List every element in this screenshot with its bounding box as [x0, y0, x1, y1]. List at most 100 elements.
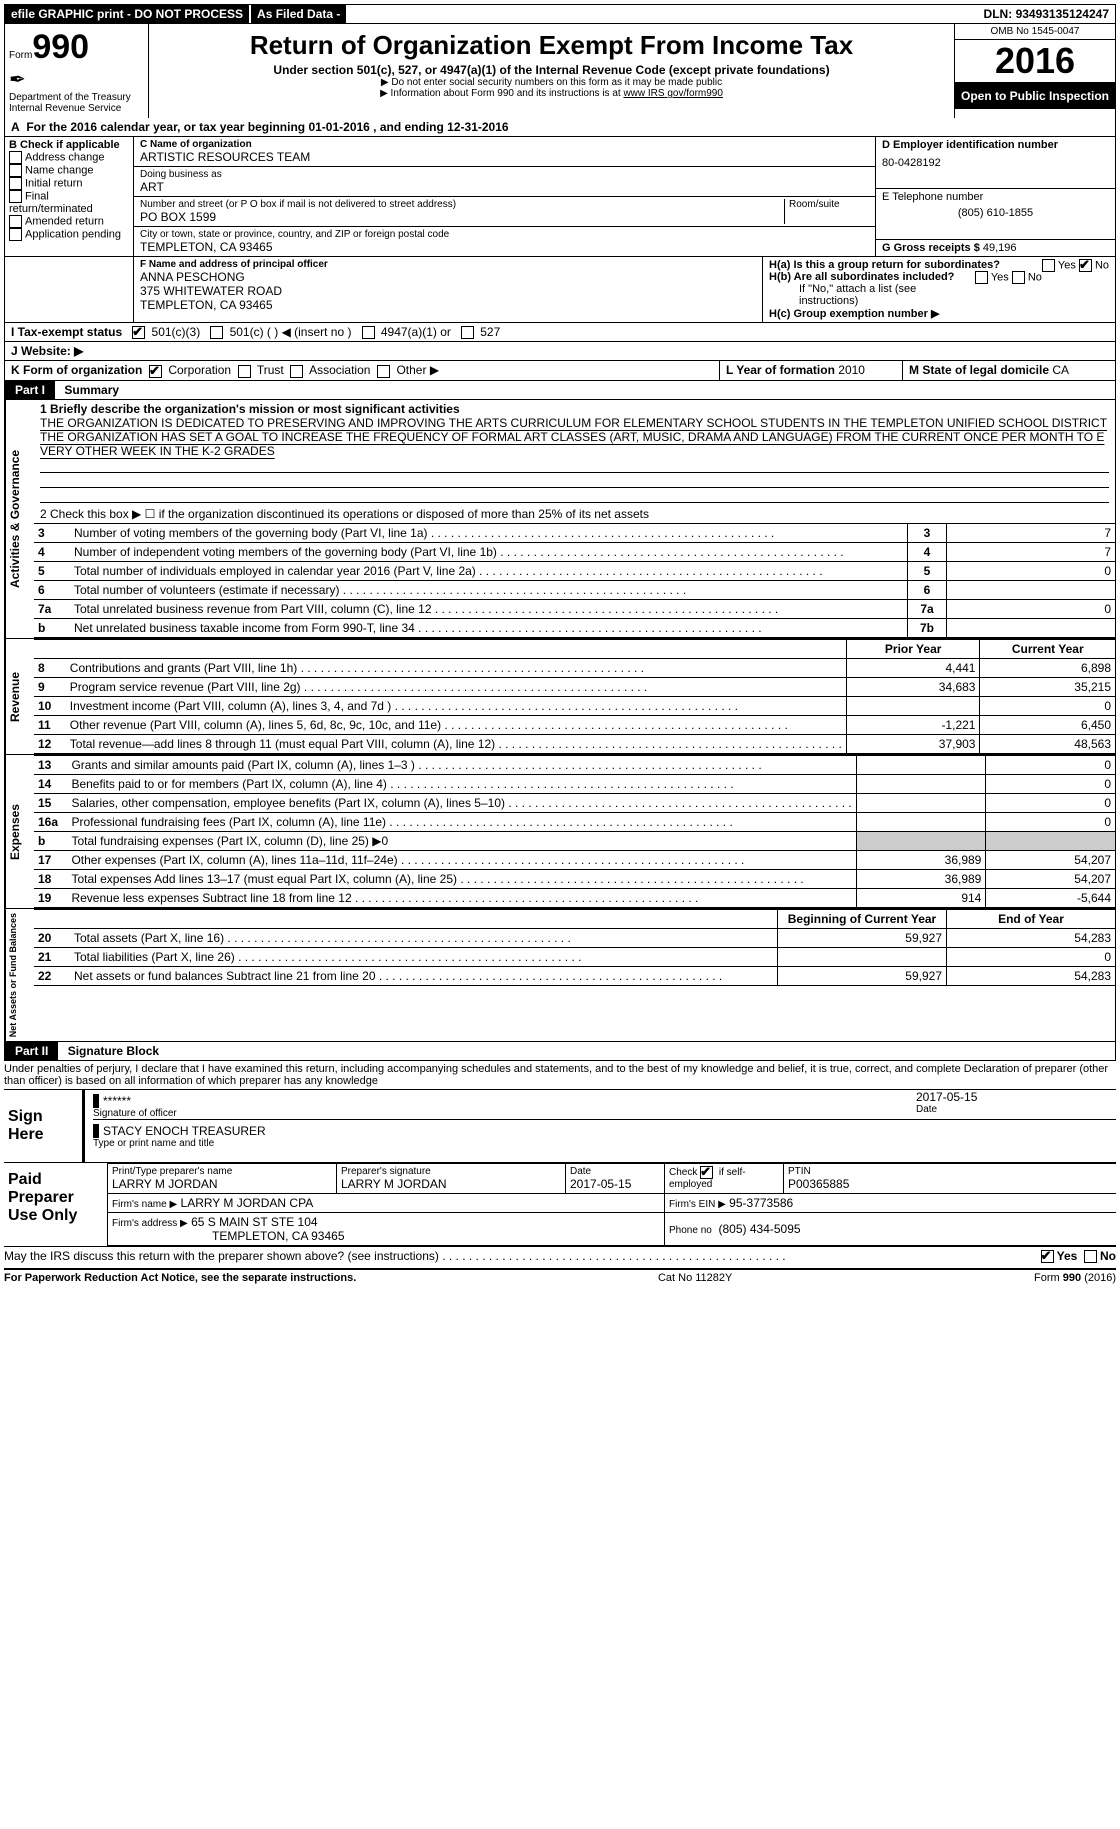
phone: (805) 610-1855 [882, 207, 1109, 219]
ha-no-checkbox[interactable] [1079, 259, 1092, 272]
table-row: 15 Salaries, other compensation, employe… [34, 793, 1115, 812]
discuss-no-checkbox[interactable] [1084, 1250, 1097, 1263]
governance-row: 6 Total number of volunteers (estimate i… [34, 580, 1115, 599]
preparer-label: Paid Preparer Use Only [4, 1163, 107, 1246]
sign-here-label: Sign Here [4, 1090, 82, 1162]
checkbox-pending[interactable] [9, 228, 22, 241]
governance-section: Activities & Governance 1 Briefly descri… [4, 400, 1116, 639]
begin-year-header: Beginning of Current Year [778, 909, 947, 928]
officer-street: 375 WHITEWATER ROAD [140, 284, 756, 298]
end-year-header: End of Year [947, 909, 1116, 928]
h-a: H(a) Is this a group return for subordin… [769, 259, 1109, 271]
form-title: Return of Organization Exempt From Incom… [155, 30, 948, 61]
org-name: ARTISTIC RESOURCES TEAM [140, 150, 869, 164]
governance-row: 7a Total unrelated business revenue from… [34, 599, 1115, 618]
note-info: ▶ Information about Form 990 and its ins… [155, 88, 948, 99]
4947-checkbox[interactable] [362, 326, 375, 339]
firm-addr2: TEMPLETON, CA 93465 [212, 1229, 345, 1243]
current-year-header: Current Year [980, 639, 1115, 658]
expenses-table: 13 Grants and similar amounts paid (Part… [34, 755, 1115, 908]
form-header: Form990 ✒ Department of the Treasury Int… [4, 24, 1116, 118]
discuss-yes-checkbox[interactable] [1041, 1250, 1054, 1263]
form-number: 990 [32, 28, 89, 66]
netassets-label: Net Assets or Fund Balances [5, 909, 34, 1041]
ein: 80-0428192 [882, 157, 1109, 169]
table-row: 22 Net assets or fund balances Subtract … [34, 966, 1115, 985]
gross-receipts: 49,196 [983, 242, 1017, 254]
self-employed-checkbox[interactable] [700, 1166, 713, 1179]
firm-phone: (805) 434-5095 [719, 1222, 801, 1236]
checkbox-name-change[interactable] [9, 164, 22, 177]
city-state-zip: TEMPLETON, CA 93465 [140, 240, 869, 254]
netassets-section: Net Assets or Fund Balances Beginning of… [4, 909, 1116, 1042]
other-checkbox[interactable] [377, 365, 390, 378]
ein-label: D Employer identification number [882, 139, 1109, 151]
footer-form: Form 990 (2016) [1034, 1272, 1116, 1284]
preparer-date: 2017-05-15 [570, 1177, 660, 1191]
footer: For Paperwork Reduction Act Notice, see … [4, 1270, 1116, 1286]
self-employed: Check if self-employed [665, 1163, 784, 1193]
h-b: H(b) Are all subordinates included? Yes … [769, 271, 1109, 283]
gross-receipts-label: G Gross receipts $ [882, 242, 980, 254]
table-row: 18 Total expenses Add lines 13–17 (must … [34, 869, 1115, 888]
dln: DLN: 93493135124247 [978, 5, 1115, 23]
sig-officer-label: Signature of officer [93, 1108, 916, 1119]
table-row: 12 Total revenue—add lines 8 through 11 … [34, 734, 1115, 753]
discuss-line: May the IRS discuss this return with the… [4, 1246, 1116, 1270]
typed-name-label: Type or print name and title [93, 1138, 1116, 1149]
line-a: A For the 2016 calendar year, or tax yea… [4, 118, 1116, 137]
table-row: 16a Professional fundraising fees (Part … [34, 812, 1115, 831]
corp-checkbox[interactable] [149, 365, 162, 378]
firm-addr1: 65 S MAIN ST STE 104 [191, 1215, 318, 1229]
hb-yes-checkbox[interactable] [975, 271, 988, 284]
assoc-checkbox[interactable] [290, 365, 303, 378]
governance-label: Activities & Governance [5, 400, 34, 638]
officer-group-block: F Name and address of principal officer … [4, 257, 1116, 323]
firm-ein: 95-3773586 [729, 1196, 793, 1210]
501c-checkbox[interactable] [210, 326, 223, 339]
phone-label: E Telephone number [882, 191, 1109, 203]
part-ii-header: Part II Signature Block [4, 1042, 1116, 1061]
mission-label: 1 Briefly describe the organization's mi… [40, 402, 1109, 416]
table-row: 20 Total assets (Part X, line 16) 59,927… [34, 928, 1115, 947]
table-row: 11 Other revenue (Part VIII, column (A),… [34, 715, 1115, 734]
block-b: B Check if applicable Address change Nam… [5, 137, 134, 256]
preparer-name: LARRY M JORDAN [112, 1177, 332, 1191]
table-row: 17 Other expenses (Part IX, column (A), … [34, 850, 1115, 869]
form-label: Form [9, 50, 32, 61]
line-2: 2 Check this box ▶ ☐ if the organization… [34, 505, 1115, 523]
street-address: PO BOX 1599 [140, 210, 784, 224]
governance-row: b Net unrelated business taxable income … [34, 618, 1115, 637]
expenses-label: Expenses [5, 755, 34, 908]
checkbox-initial-return[interactable] [9, 177, 22, 190]
table-row: 19 Revenue less expenses Subtract line 1… [34, 888, 1115, 907]
tax-year: 2016 [955, 40, 1115, 83]
checkbox-final-return[interactable] [9, 190, 22, 203]
instructions-link[interactable]: www IRS gov/form990 [623, 88, 722, 99]
form-subtitle: Under section 501(c), 527, or 4947(a)(1)… [155, 63, 948, 77]
501c3-checkbox[interactable] [132, 326, 145, 339]
preparer-block: Paid Preparer Use Only Print/Type prepar… [4, 1162, 1116, 1246]
hb-note: If "No," attach a list (see instructions… [769, 283, 1109, 307]
dept-line1: Department of the Treasury [9, 92, 144, 103]
line-i: I Tax-exempt status 501(c)(3) 501(c) ( )… [4, 323, 1116, 342]
officer-city: TEMPLETON, CA 93465 [140, 298, 756, 312]
expenses-section: Expenses 13 Grants and similar amounts p… [4, 755, 1116, 909]
line-j: J Website: ▶ [4, 342, 1116, 361]
line-k-l-m: K Form of organization Corporation Trust… [4, 361, 1116, 380]
firm-name: LARRY M JORDAN CPA [181, 1196, 314, 1210]
table-row: 9 Program service revenue (Part VIII, li… [34, 677, 1115, 696]
trust-checkbox[interactable] [238, 365, 251, 378]
hb-no-checkbox[interactable] [1012, 271, 1025, 284]
checkbox-address-change[interactable] [9, 151, 22, 164]
prior-year-header: Prior Year [846, 639, 980, 658]
mission-text: THE ORGANIZATION IS DEDICATED TO PRESERV… [40, 416, 1109, 458]
table-row: 8 Contributions and grants (Part VIII, l… [34, 658, 1115, 677]
governance-row: 3 Number of voting members of the govern… [34, 523, 1115, 542]
ha-yes-checkbox[interactable] [1042, 259, 1055, 272]
room-suite-label: Room/suite [789, 199, 869, 210]
table-row: 21 Total liabilities (Part X, line 26) 0 [34, 947, 1115, 966]
top-bar: efile GRAPHIC print - DO NOT PROCESS As … [4, 4, 1116, 24]
checkbox-amended[interactable] [9, 215, 22, 228]
527-checkbox[interactable] [461, 326, 474, 339]
